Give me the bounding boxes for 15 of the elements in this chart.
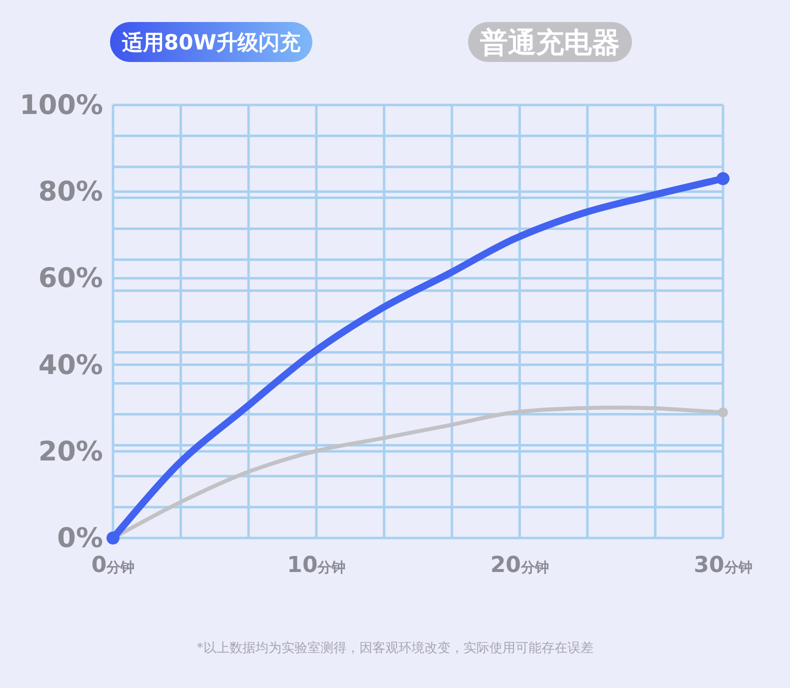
y-tick-label: 20% — [38, 436, 103, 468]
x-tick-label: 0分钟 — [91, 553, 135, 578]
y-tick-label: 60% — [38, 263, 103, 294]
y-tick-label: 80% — [38, 176, 103, 208]
legend-item: 普通充电器 — [468, 22, 632, 62]
y-tick-label: 40% — [38, 350, 103, 381]
text: *以上数据均为实验室测得，因客观环境改变，实际使用可能存在误差 — [196, 640, 594, 656]
x-tick-label: 10分钟 — [287, 553, 346, 578]
x-tick-label: 20分钟 — [490, 553, 549, 578]
point — [716, 172, 730, 186]
point — [718, 407, 728, 418]
y-tick-label: 0% — [57, 523, 103, 554]
x-tick-label: 30分钟 — [694, 553, 752, 578]
y-tick-label: 100% — [20, 90, 103, 121]
legend-item: 适用80W升级闪充 — [110, 22, 312, 62]
